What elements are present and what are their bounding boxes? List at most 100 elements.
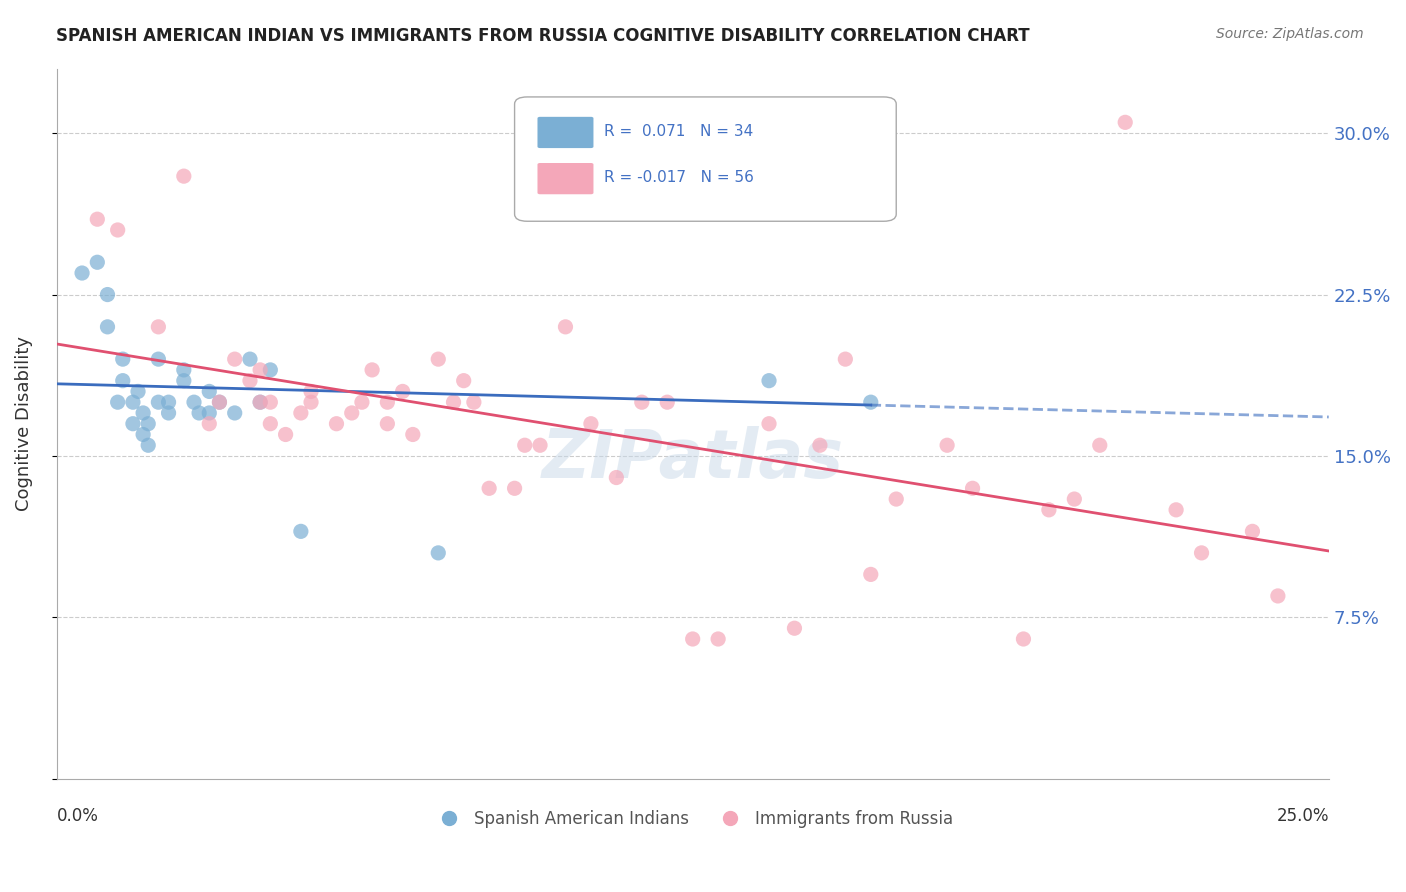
Point xyxy=(962,481,984,495)
Point xyxy=(758,374,780,388)
Point xyxy=(478,481,501,495)
Point xyxy=(148,319,170,334)
Point xyxy=(148,395,170,409)
Point xyxy=(443,395,465,409)
Point xyxy=(157,406,180,420)
Point xyxy=(198,406,221,420)
Point xyxy=(70,266,93,280)
Point xyxy=(884,491,907,506)
Point xyxy=(127,384,149,399)
Point xyxy=(290,406,312,420)
Point xyxy=(859,395,882,409)
FancyBboxPatch shape xyxy=(537,163,593,194)
Point xyxy=(1063,491,1085,506)
Point xyxy=(183,395,205,409)
Point xyxy=(453,374,475,388)
Point xyxy=(783,621,806,635)
Point xyxy=(208,395,231,409)
Point xyxy=(96,287,118,301)
Point xyxy=(239,352,262,367)
Point xyxy=(579,417,602,431)
Point xyxy=(86,212,108,227)
Point xyxy=(173,363,195,377)
Text: Source: ZipAtlas.com: Source: ZipAtlas.com xyxy=(1216,27,1364,41)
Point xyxy=(157,395,180,409)
Legend: Spanish American Indians, Immigrants from Russia: Spanish American Indians, Immigrants fro… xyxy=(425,803,960,835)
Point xyxy=(107,223,129,237)
Point xyxy=(249,363,271,377)
Text: R =  0.071   N = 34: R = 0.071 N = 34 xyxy=(603,123,752,138)
Point xyxy=(936,438,959,452)
Point xyxy=(808,438,831,452)
FancyBboxPatch shape xyxy=(515,97,896,221)
Point xyxy=(299,395,322,409)
Point xyxy=(122,417,145,431)
Point xyxy=(1114,115,1136,129)
Text: SPANISH AMERICAN INDIAN VS IMMIGRANTS FROM RUSSIA COGNITIVE DISABILITY CORRELATI: SPANISH AMERICAN INDIAN VS IMMIGRANTS FR… xyxy=(56,27,1029,45)
Point xyxy=(682,632,704,646)
Point xyxy=(1164,503,1187,517)
Point xyxy=(198,417,221,431)
Point xyxy=(86,255,108,269)
Point xyxy=(630,395,652,409)
Point xyxy=(834,352,856,367)
Point xyxy=(239,374,262,388)
Point xyxy=(361,363,384,377)
Point xyxy=(208,395,231,409)
Point xyxy=(136,438,159,452)
Point xyxy=(122,395,145,409)
Point xyxy=(554,319,576,334)
Point xyxy=(107,395,129,409)
Point xyxy=(249,395,271,409)
Point xyxy=(136,417,159,431)
Point xyxy=(224,352,246,367)
Point xyxy=(96,319,118,334)
Point xyxy=(1038,503,1060,517)
Text: ZIPatlas: ZIPatlas xyxy=(541,426,844,492)
Point xyxy=(224,406,246,420)
Point xyxy=(340,406,363,420)
Point xyxy=(299,384,322,399)
Point xyxy=(377,417,399,431)
Point xyxy=(1012,632,1035,646)
Point xyxy=(290,524,312,539)
Point xyxy=(325,417,347,431)
Point xyxy=(259,395,281,409)
Point xyxy=(132,427,155,442)
Point xyxy=(529,202,551,216)
Point xyxy=(427,352,450,367)
Text: 0.0%: 0.0% xyxy=(56,807,98,825)
Text: 25.0%: 25.0% xyxy=(1277,807,1329,825)
Point xyxy=(657,395,679,409)
Point xyxy=(132,406,155,420)
Point xyxy=(111,374,134,388)
Point xyxy=(391,384,413,399)
Point xyxy=(503,481,526,495)
Point xyxy=(259,417,281,431)
Point xyxy=(1267,589,1289,603)
Point xyxy=(758,417,780,431)
Point xyxy=(402,427,425,442)
Point xyxy=(188,406,211,420)
Point xyxy=(259,363,281,377)
Point xyxy=(249,395,271,409)
Point xyxy=(513,438,536,452)
Point xyxy=(1191,546,1213,560)
Point xyxy=(859,567,882,582)
Point xyxy=(111,352,134,367)
Y-axis label: Cognitive Disability: Cognitive Disability xyxy=(15,336,32,511)
Point xyxy=(198,384,221,399)
Point xyxy=(274,427,297,442)
Text: R = -0.017   N = 56: R = -0.017 N = 56 xyxy=(603,169,754,185)
Point xyxy=(1241,524,1264,539)
Point xyxy=(1088,438,1111,452)
FancyBboxPatch shape xyxy=(537,117,593,148)
Point xyxy=(707,632,730,646)
Point xyxy=(427,546,450,560)
Point xyxy=(463,395,485,409)
Point xyxy=(605,470,627,484)
Point xyxy=(377,395,399,409)
Point xyxy=(350,395,373,409)
Point xyxy=(173,169,195,183)
Point xyxy=(148,352,170,367)
